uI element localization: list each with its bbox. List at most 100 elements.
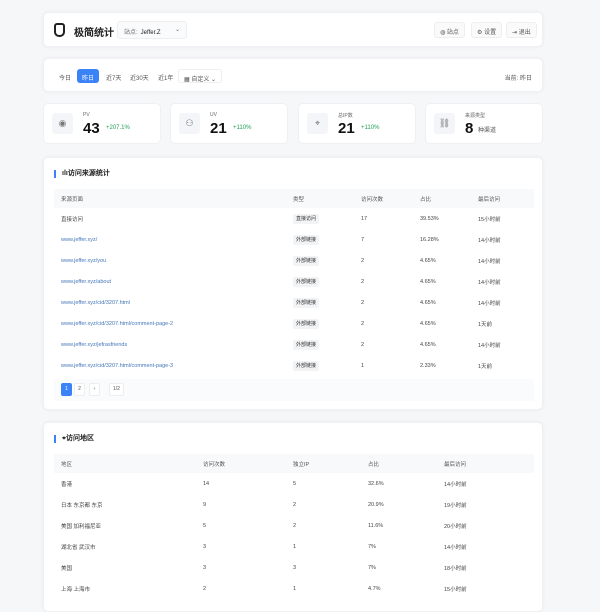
table-cell: 2 bbox=[361, 299, 365, 306]
custom-label: 自定义 bbox=[191, 77, 210, 83]
table-cell: 日本 东京都 东京 bbox=[61, 502, 103, 509]
column-header[interactable]: 来源页面 bbox=[54, 189, 286, 208]
table-cell: 4.65% bbox=[420, 341, 436, 348]
column-header[interactable]: 占比 bbox=[413, 189, 471, 208]
table-row: 湖北省 武汉市 3 1 7% 14小时前 bbox=[54, 536, 534, 557]
logo-icon bbox=[54, 23, 65, 37]
calendar-icon: ▦ bbox=[184, 77, 190, 83]
chart-icon: ılı bbox=[62, 170, 68, 177]
chevron-down-icon: ⌄ bbox=[174, 27, 180, 33]
type-badge: 直接访问 bbox=[293, 214, 320, 224]
pagination: 1 2 › 1/2 bbox=[54, 379, 534, 401]
regions-card: ⌖访问地区 地区 访问次数 独立IP 占比 最后访问 香港 14 5 32.6% 14小时前 日本 … bbox=[43, 422, 543, 612]
table-cell: 上海 上海市 bbox=[61, 586, 91, 593]
table-cell: 3 bbox=[203, 543, 207, 550]
table-cell: 2 bbox=[361, 320, 365, 327]
table-cell: 外部链接 bbox=[286, 334, 354, 355]
table-row: www.jeffer.xyz/cid/3207.html 外部链接 2 4.65% 14… bbox=[54, 292, 534, 313]
table-cell: 直接访问 bbox=[61, 216, 84, 223]
date-1year[interactable]: 近1年 bbox=[158, 76, 174, 82]
type-badge: 外部链接 bbox=[293, 277, 320, 287]
sites-button[interactable]: ◍ 站点 bbox=[434, 22, 465, 38]
date-7days[interactable]: 近7天 bbox=[106, 76, 122, 82]
source-link[interactable]: www.jeffer.xyz/cid/3207.html/comment-pag… bbox=[61, 362, 174, 369]
regions-table: 地区 访问次数 独立IP 占比 最后访问 香港 14 5 32.6% 14小时前 日本 东京都 东京… bbox=[54, 454, 534, 599]
source-link[interactable]: www.jeffer.xyz/cid/3207.html/comment-pag… bbox=[61, 320, 174, 327]
logout-label: 退出 bbox=[518, 30, 531, 36]
table-row: 香港 14 5 32.6% 14小时前 bbox=[54, 473, 534, 494]
column-header[interactable]: 地区 bbox=[54, 454, 196, 473]
page-2[interactable]: 2 bbox=[74, 383, 85, 396]
regions-title-text: 访问地区 bbox=[65, 435, 94, 442]
next-page-button[interactable]: › bbox=[89, 383, 100, 396]
table-cell: 14 bbox=[203, 480, 210, 487]
source-link[interactable]: www.jeffer.xyz/about bbox=[61, 278, 112, 285]
table-cell: 美国 bbox=[61, 565, 73, 572]
table-cell: 外部链接 bbox=[286, 271, 354, 292]
source-link[interactable]: www.jeffer.xyz/jefrasfriends bbox=[61, 341, 128, 348]
table-cell: 14小时前 bbox=[478, 237, 501, 244]
stat-ip: ⌖ 总IP数 21 +110% bbox=[298, 103, 416, 144]
column-header[interactable]: 独立IP bbox=[286, 454, 361, 473]
table-cell: 15小时前 bbox=[478, 216, 501, 223]
stat-label: 总IP数 bbox=[338, 113, 353, 119]
table-cell: 4.7% bbox=[368, 585, 381, 592]
table-cell: 4.65% bbox=[420, 299, 436, 306]
date-30days[interactable]: 近30天 bbox=[130, 76, 149, 82]
table-cell: 14小时前 bbox=[478, 300, 501, 307]
eye-icon: ◉ bbox=[52, 113, 73, 134]
settings-button[interactable]: ⚙ 设置 bbox=[471, 22, 503, 38]
stat-source-types: ⛓ 来源类型 8 种渠道 bbox=[425, 103, 543, 144]
table-cell: 7% bbox=[368, 543, 376, 550]
logout-button[interactable]: ⇥ 退出 bbox=[506, 22, 537, 38]
sources-title: ılı访问来源统计 bbox=[54, 170, 110, 178]
table-cell: 直接访问 bbox=[286, 208, 354, 229]
date-custom[interactable]: ▦ 自定义 ⌄ bbox=[178, 69, 223, 83]
column-header[interactable]: 访问次数 bbox=[354, 189, 413, 208]
location-icon: ⌖ bbox=[307, 113, 328, 134]
link-icon: ⛓ bbox=[434, 113, 455, 134]
table-cell: 4.65% bbox=[420, 320, 436, 327]
date-yesterday[interactable]: 昨日 bbox=[77, 69, 100, 83]
source-link[interactable]: www.jeffer.xyz/ bbox=[61, 236, 98, 243]
settings-label: 设置 bbox=[484, 30, 497, 36]
table-cell: 7 bbox=[361, 236, 365, 243]
table-row: www.jeffer.xyz/jefrasfriends 外部链接 2 4.65% 14… bbox=[54, 334, 534, 355]
table-cell: 1 bbox=[361, 362, 365, 369]
column-header[interactable]: 最后访问 bbox=[437, 454, 534, 473]
type-badge: 外部链接 bbox=[293, 361, 320, 371]
table-cell: 14小时前 bbox=[444, 481, 467, 488]
users-icon: ⚇ bbox=[179, 113, 200, 134]
table-cell: 外部链接 bbox=[286, 313, 354, 334]
date-today[interactable]: 今日 bbox=[59, 76, 72, 82]
column-header[interactable]: 占比 bbox=[361, 454, 437, 473]
table-row: www.jeffer.xyz/cid/3207.html/comment-pag… bbox=[54, 355, 534, 376]
table-cell: 2.33% bbox=[420, 362, 436, 369]
page-1[interactable]: 1 bbox=[61, 383, 72, 396]
table-cell: 5 bbox=[203, 522, 207, 529]
table-cell: 1 bbox=[293, 543, 297, 550]
column-header[interactable]: 最后访问 bbox=[471, 189, 534, 208]
sites-label: 站点 bbox=[446, 30, 459, 36]
sources-table: 来源页面 类型 访问次数 占比 最后访问直接访问 直接访问 1 7 39.53% 15小时前 www… bbox=[54, 189, 534, 376]
stat-label: UV bbox=[210, 112, 217, 118]
column-header[interactable]: 访问次数 bbox=[196, 454, 286, 473]
table-cell: 1天前 bbox=[478, 321, 493, 328]
type-badge: 外部链接 bbox=[293, 235, 320, 245]
logout-icon: ⇥ bbox=[512, 30, 518, 36]
type-badge: 外部链接 bbox=[293, 298, 320, 308]
table-row: 日本 东京都 东京 9 2 20.9% 19小时前 bbox=[54, 494, 534, 515]
stat-value: 43 bbox=[83, 120, 100, 137]
table-cell: 18小时前 bbox=[444, 565, 467, 572]
table-cell: 香港 bbox=[61, 481, 73, 488]
gear-icon: ⚙ bbox=[477, 30, 483, 36]
source-link[interactable]: www.jeffer.xyz/cid/3207.html bbox=[61, 299, 130, 306]
table-cell: 2 bbox=[203, 585, 207, 592]
table-cell: 39.53% bbox=[420, 215, 439, 222]
site-select[interactable]: 站点: Jeffer.Z ⌄ bbox=[117, 21, 187, 39]
page-info: 1/2 bbox=[109, 383, 124, 396]
source-link[interactable]: www.jeffer.xyz/you bbox=[61, 257, 107, 264]
table-cell: 14小时前 bbox=[444, 544, 467, 551]
column-header[interactable]: 类型 bbox=[286, 189, 354, 208]
table-cell: 3 bbox=[203, 564, 207, 571]
